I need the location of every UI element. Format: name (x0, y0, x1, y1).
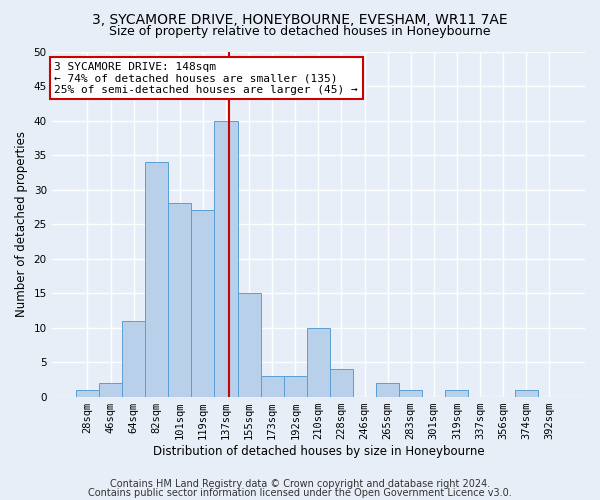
Bar (214, 120, 238, 396)
Bar (445, 390, 469, 396)
Text: Contains HM Land Registry data © Crown copyright and database right 2024.: Contains HM Land Registry data © Crown c… (110, 479, 490, 489)
Bar (99, 383, 122, 396)
Bar (399, 390, 422, 396)
Text: Size of property relative to detached houses in Honeybourne: Size of property relative to detached ho… (109, 25, 491, 38)
Bar (145, 162, 168, 396)
Bar (284, 376, 307, 396)
Y-axis label: Number of detached properties: Number of detached properties (15, 131, 28, 317)
Bar (515, 390, 538, 396)
Text: 3 SYCAMORE DRIVE: 148sqm
← 74% of detached houses are smaller (135)
25% of semi-: 3 SYCAMORE DRIVE: 148sqm ← 74% of detach… (55, 62, 358, 95)
Bar (307, 328, 330, 396)
Bar (238, 293, 260, 397)
Bar (330, 369, 353, 396)
Bar (122, 320, 145, 396)
X-axis label: Distribution of detached houses by size in Honeybourne: Distribution of detached houses by size … (152, 444, 484, 458)
Bar (191, 210, 214, 396)
Bar (168, 204, 191, 396)
Bar (260, 376, 284, 396)
Bar (376, 383, 399, 396)
Bar (76, 390, 99, 396)
Text: 3, SYCAMORE DRIVE, HONEYBOURNE, EVESHAM, WR11 7AE: 3, SYCAMORE DRIVE, HONEYBOURNE, EVESHAM,… (92, 12, 508, 26)
Text: Contains public sector information licensed under the Open Government Licence v3: Contains public sector information licen… (88, 488, 512, 498)
